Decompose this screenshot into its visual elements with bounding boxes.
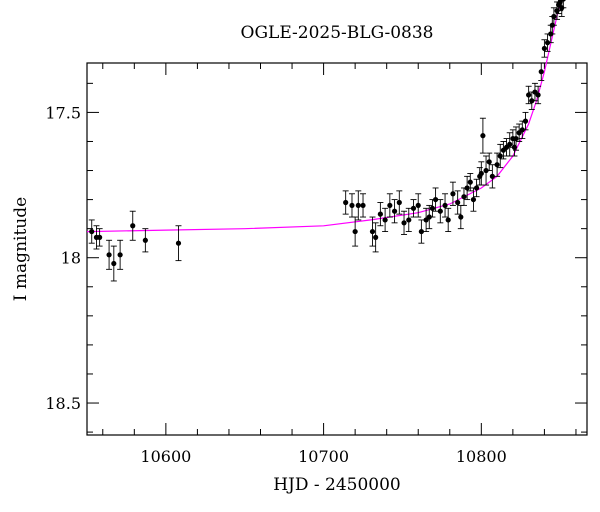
data-point [522,118,529,124]
plot-area [86,62,588,436]
data-point [497,153,503,159]
data-point [538,69,544,75]
data-point [445,217,451,223]
y-axis-label: I magnitude [11,197,31,301]
data-point [415,202,421,209]
data-point [467,179,473,185]
x-tick-label: 10600 [140,447,191,466]
data-point [106,252,112,258]
y-tick-label: 17.5 [45,103,81,122]
data-point [130,223,136,229]
data-point [429,205,436,211]
data-point [458,214,464,220]
data-points-layer [88,0,567,282]
data-point [382,217,388,223]
data-point [442,202,448,209]
data-point [478,170,484,177]
chart-title: OGLE-2025-BLG-0838 [241,23,434,43]
data-point [473,185,480,191]
data-point [343,199,349,206]
data-point [142,237,148,243]
data-point [483,167,489,174]
data-point [369,228,376,235]
data-point [551,13,557,20]
data-point [480,133,486,139]
data-point [529,98,535,104]
data-point [519,127,525,133]
data-point [410,205,417,211]
y-tick-label: 18 [61,249,81,268]
y-tick-label: 18.5 [45,394,81,413]
data-point [526,92,532,98]
data-point [455,199,461,206]
data-point [97,234,103,240]
data-point [387,202,393,209]
data-point [175,240,182,246]
data-point [426,214,432,220]
data-point [486,159,492,165]
data-point [494,162,500,168]
data-point [391,208,398,214]
data-point [418,228,424,235]
data-point [535,92,541,98]
data-point [437,208,443,214]
data-point [461,194,467,200]
data-point [401,220,407,226]
data-point [360,202,366,209]
data-point [544,40,551,46]
data-point [432,196,439,203]
data-point [117,252,123,258]
data-point [89,228,95,235]
data-point [470,196,477,203]
data-point [450,191,456,197]
data-point [373,234,379,240]
axis-ticks [87,63,587,435]
data-point [349,202,355,209]
data-point [489,173,495,179]
data-point [513,135,519,142]
x-axis-label: HJD - 2450000 [273,475,401,495]
data-point [377,211,383,217]
data-point [560,0,566,2]
data-point [352,228,358,235]
data-point [541,45,548,52]
data-point [406,217,412,223]
data-point [464,185,470,191]
x-tick-label: 10800 [456,447,507,466]
data-point [355,202,361,209]
x-tick-label: 10700 [298,447,349,466]
plot-frame [86,62,588,436]
data-point [396,199,402,206]
data-point [507,141,513,147]
data-point [111,260,117,267]
